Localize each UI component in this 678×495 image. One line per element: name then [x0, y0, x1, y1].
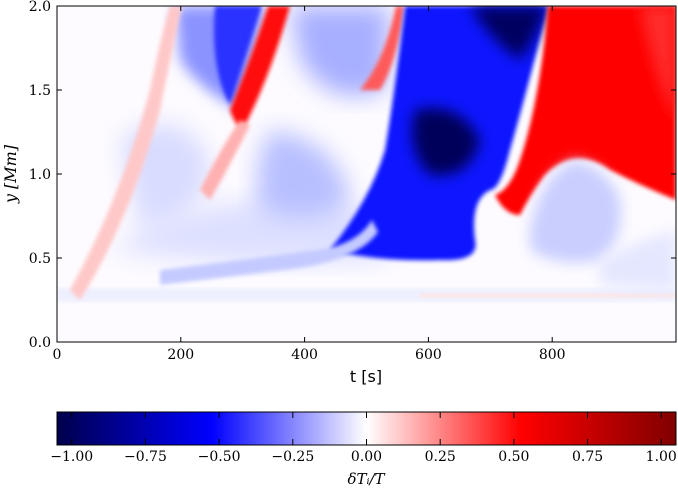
x-tick-label: 200	[167, 347, 194, 363]
y-tick-label: 1.0	[29, 167, 51, 183]
colorbar-tick-label: 1.00	[646, 449, 677, 465]
colorbar-tick-label: −0.75	[124, 449, 167, 465]
region-cool-fringe	[160, 220, 378, 285]
region-heating-right-edge	[640, 6, 676, 120]
colorbar-tick-label: −0.25	[271, 449, 314, 465]
region-strong-heating	[495, 6, 676, 215]
x-tick-label: 600	[415, 347, 442, 363]
y-tick-label: 0.0	[29, 335, 51, 351]
colorbar-tick-label: −0.50	[198, 449, 241, 465]
colorbar-tick-label: 0.00	[351, 449, 382, 465]
x-tick-label: 800	[539, 347, 566, 363]
colorbar-tick-label: 0.50	[498, 449, 529, 465]
region-secondary-cool	[530, 160, 621, 263]
y-axis-label: y [Mm]	[1, 144, 20, 204]
region-deep-cooling-core	[412, 108, 480, 176]
front-second	[230, 6, 290, 127]
colorbar-tick-label: −1.00	[50, 449, 93, 465]
y-tick-label: 1.5	[29, 83, 51, 99]
region-deep-cooling-top	[470, 6, 548, 60]
y-ticks: 0.0 0.5 1.0 1.5 2.0	[29, 0, 676, 351]
front-second-tail	[200, 120, 250, 200]
region-right-pale	[600, 230, 676, 290]
region-cool-upper-mid	[290, 6, 390, 96]
front-third	[360, 6, 404, 90]
heatmap	[57, 6, 676, 342]
colorbar-ticks: −1.00 −0.75 −0.50 −0.25 0.00 0.25 0.50 0.75 1.00	[50, 412, 677, 465]
region-cool-strong-left	[214, 6, 262, 105]
colorbar-tick-label: 0.75	[572, 449, 603, 465]
low-altitude-band	[57, 288, 676, 302]
colorbar-tick-label: 0.25	[425, 449, 456, 465]
colorbar-label: δTᵢ/T	[347, 470, 385, 488]
region-cool-390	[256, 130, 350, 218]
y-tick-label: 0.5	[29, 251, 51, 267]
low-altitude-band-red	[420, 293, 676, 298]
x-tick-label: 0	[53, 347, 62, 363]
x-axis-label: t [s]	[350, 367, 382, 386]
y-tick-label: 2.0	[29, 0, 51, 15]
x-tick-label: 400	[291, 347, 318, 363]
front-leading	[70, 6, 182, 300]
x-ticks: 0 200 400 600 800	[53, 6, 566, 363]
